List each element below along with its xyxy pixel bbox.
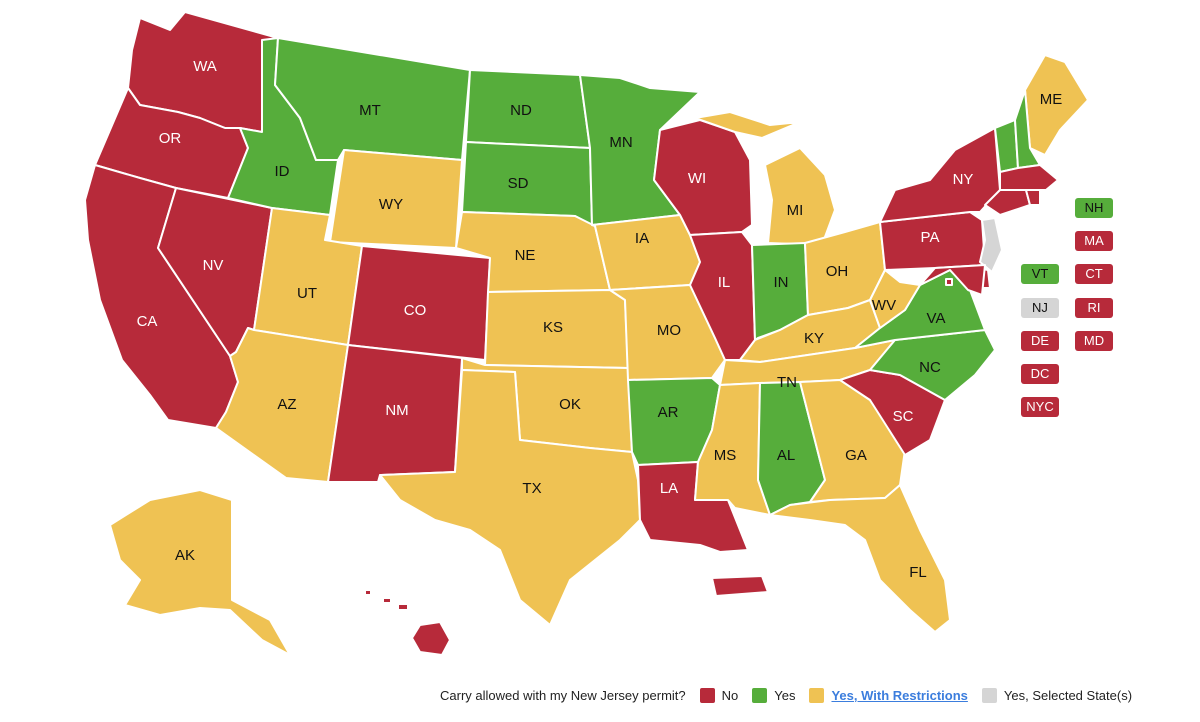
tag-nh[interactable]: NH: [1075, 198, 1113, 218]
state-ny[interactable]: [879, 127, 1001, 223]
state-ms[interactable]: [694, 382, 771, 516]
legend-prompt: Carry allowed with my New Jersey permit?: [440, 687, 686, 703]
legend-swatch-no: [699, 687, 715, 703]
state-ri[interactable]: [1025, 189, 1041, 206]
legend-swatch-yes: [752, 687, 768, 703]
tag-dc[interactable]: DC: [1021, 364, 1059, 384]
state-hi[interactable]: [364, 589, 451, 656]
state-md[interactable]: [919, 264, 986, 296]
state-me[interactable]: [1024, 54, 1089, 156]
state-nj[interactable]: [979, 217, 1003, 273]
state-ks[interactable]: [484, 289, 629, 369]
state-wy[interactable]: [329, 149, 463, 249]
state-az[interactable]: [215, 327, 349, 483]
tag-ri[interactable]: RI: [1075, 298, 1113, 318]
state-pr[interactable]: [711, 575, 769, 597]
tag-nj[interactable]: NJ: [1021, 298, 1059, 318]
tag-vt[interactable]: VT: [1021, 264, 1059, 284]
legend-label-no: No: [721, 687, 739, 703]
tag-de[interactable]: DE: [1021, 331, 1059, 351]
map-legend: Carry allowed with my New Jersey permit?…: [440, 684, 1132, 706]
tag-ct[interactable]: CT: [1075, 264, 1113, 284]
legend-label-yes: Yes: [774, 687, 796, 703]
legend-restrictions-link[interactable]: Yes, With Restrictions: [831, 687, 968, 703]
state-dc[interactable]: [945, 278, 953, 286]
state-tx[interactable]: [379, 369, 641, 626]
tag-md[interactable]: MD: [1075, 331, 1113, 351]
state-ia[interactable]: [591, 214, 701, 291]
state-nm[interactable]: [327, 344, 463, 483]
state-nd[interactable]: [465, 69, 591, 149]
state-mi[interactable]: [694, 111, 836, 246]
state-ak[interactable]: [109, 489, 291, 656]
legend-swatch-selected: [981, 687, 997, 703]
legend-label-selected: Yes, Selected State(s): [1003, 687, 1133, 703]
state-nh[interactable]: [1014, 89, 1041, 169]
tag-ma[interactable]: MA: [1075, 231, 1113, 251]
state-co[interactable]: [347, 245, 491, 361]
tag-nyc[interactable]: NYC: [1021, 397, 1059, 417]
state-fl[interactable]: [769, 484, 951, 633]
legend-swatch-restricted: [809, 687, 825, 703]
